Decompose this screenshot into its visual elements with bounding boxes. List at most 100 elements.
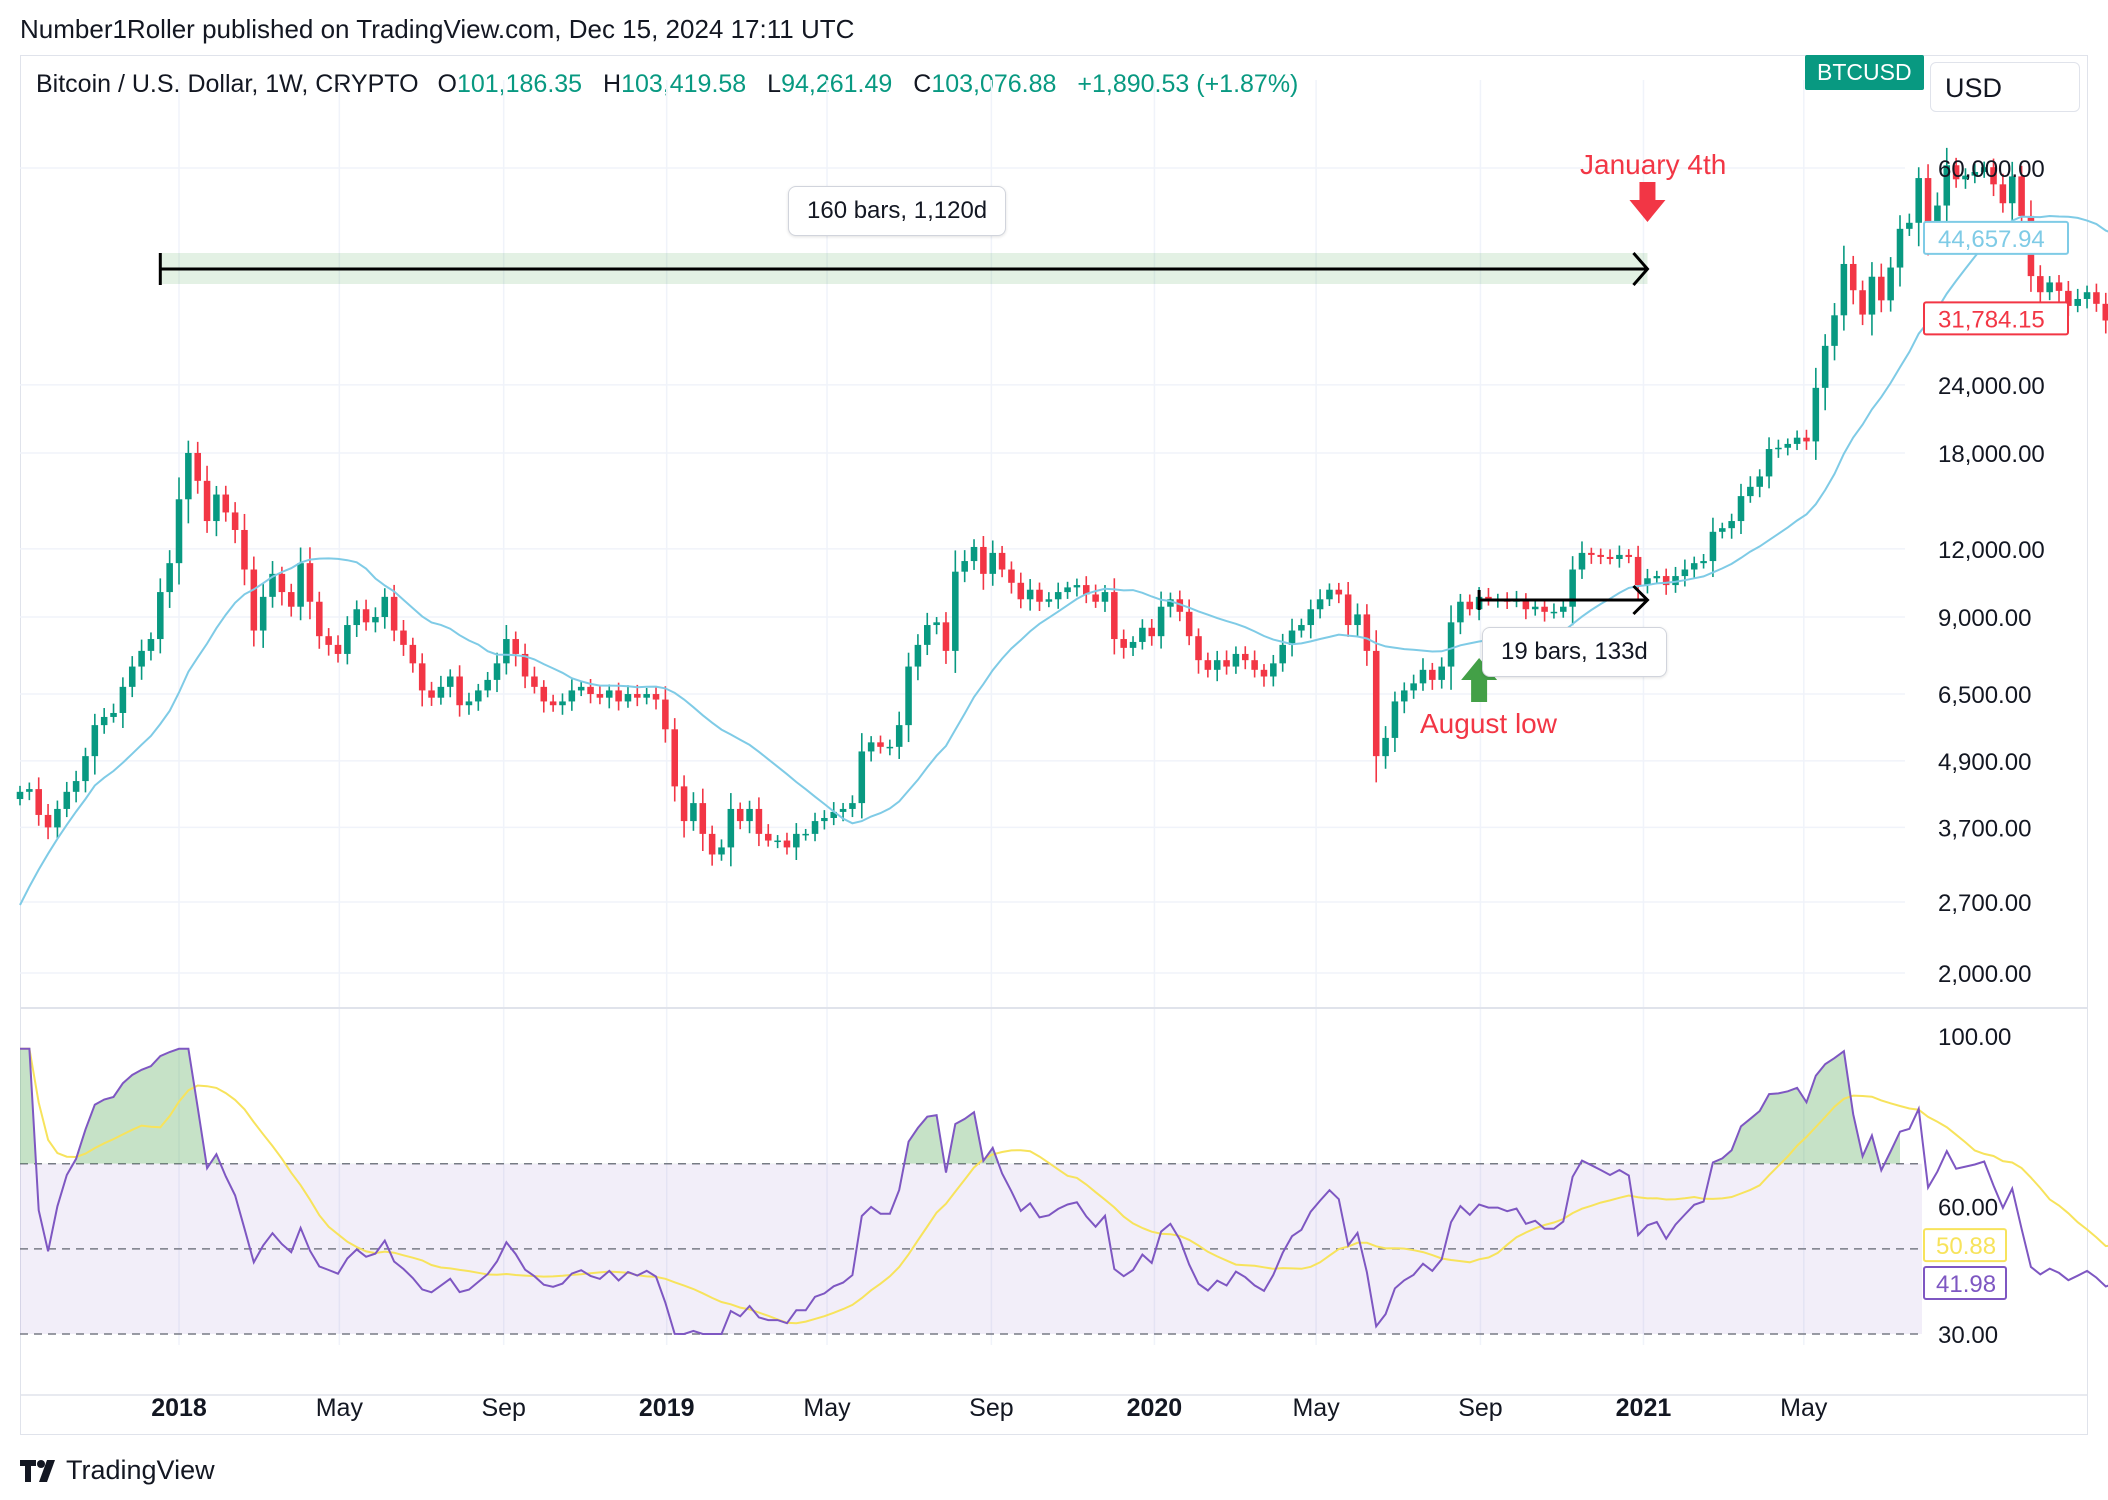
candle-body [1784,443,1792,448]
time-tick-label: Sep [1458,1394,1502,1422]
candle-up [269,561,276,608]
candle-body [63,791,71,809]
candle-up [175,477,183,585]
candle-down [1849,255,1857,305]
candle-up [157,578,164,654]
candle-body [362,609,370,623]
candle-down [2037,265,2044,304]
candle-down [708,825,716,866]
candle-up [91,713,99,775]
candle-up [1737,483,1745,535]
candle-body [1728,521,1735,529]
price-tick-label: 3,700.00 [1938,815,2031,842]
candle-up [1887,257,1894,312]
candle-body [1952,165,1960,180]
price-tick-label: 4,900.00 [1938,749,2031,776]
candle-body [764,833,772,841]
candle-body [568,690,576,702]
candle-up [1840,245,1848,331]
candle-body [1064,587,1071,593]
candle-up [1915,167,1922,247]
candle-up [475,683,482,711]
candle-body [2008,176,2016,204]
candle-body [1980,167,1988,172]
long-measure-arrowhead [1632,252,1650,286]
close-value: 103,076.88 [931,70,1057,98]
candle-body [1588,552,1595,555]
candle-down [531,666,538,694]
candle-body [746,808,753,822]
tradingview-logo[interactable]: TradingView [20,1455,215,1486]
candle-up [1868,262,1876,336]
candle-up [1054,582,1062,609]
candle-down [278,566,286,606]
candle-body [1120,639,1127,648]
candle-body [923,625,931,645]
chart-frame [20,55,2088,1435]
candle-down [456,665,463,717]
candle-up [1167,592,1174,618]
candle-down [1990,158,1997,197]
rsi-ma-line [20,1047,2108,1325]
candle-body [559,701,566,706]
candle-body [830,811,838,818]
candle-down [409,637,417,673]
candle-up [1681,559,1689,587]
candle-body [1531,606,1539,610]
candle-up [624,685,632,708]
high-label: H [603,70,622,98]
candle-body [2074,298,2081,306]
candle-body [1410,683,1417,691]
candle-body [1401,690,1408,702]
candle-body [783,840,791,848]
candle-body [166,563,173,593]
candle-up [821,810,828,830]
symbol-badge[interactable]: BTCUSD [1805,55,1924,90]
candle-down [783,832,791,855]
candle-body [446,676,454,687]
candle-up [1644,568,1651,594]
candle-body [1606,556,1614,559]
candle-up [1765,437,1773,489]
candle-down [1363,604,1371,666]
candle-body [577,686,585,691]
candle-down [998,545,1006,578]
candle-body [175,499,183,564]
candle-body [755,808,763,834]
rsi-tick-label: 60.00 [1938,1194,1998,1221]
candle-body [1419,669,1427,684]
candle-body [952,571,959,651]
candle-body [1429,669,1436,680]
candle-down [1588,547,1595,564]
grid-lines [20,80,1905,1345]
candle-body [2102,303,2108,321]
candle-body [1906,222,1913,229]
candle-body [16,791,24,800]
candle-up [605,684,613,709]
time-tick-label: May [1292,1394,1340,1422]
candle-body [1747,486,1754,497]
candle-up [802,828,809,841]
candle-down [400,619,407,656]
currency-selector[interactable]: USD [1930,62,2080,112]
candle-body [1279,644,1286,664]
candle-down [362,599,370,631]
candle-down [1952,157,1960,188]
candle-body [2037,276,2044,293]
candle-up [1064,581,1071,599]
candle-body [1962,175,1969,180]
rsi-tag-box [1923,1228,2007,1263]
candle-up [1793,430,1801,451]
candle-up [1288,618,1296,657]
candle-body [1943,165,1951,206]
candle-body [811,821,819,834]
price-tick-label: 24,000.00 [1938,373,2045,400]
candle-up [1232,646,1240,674]
candle-body [231,512,239,530]
candle-up [2083,285,2091,309]
candle-up [1980,161,1988,178]
candle-body [1569,569,1576,607]
rsi-tag: 50.88 [1923,1228,2007,1263]
candle-body [858,751,866,804]
